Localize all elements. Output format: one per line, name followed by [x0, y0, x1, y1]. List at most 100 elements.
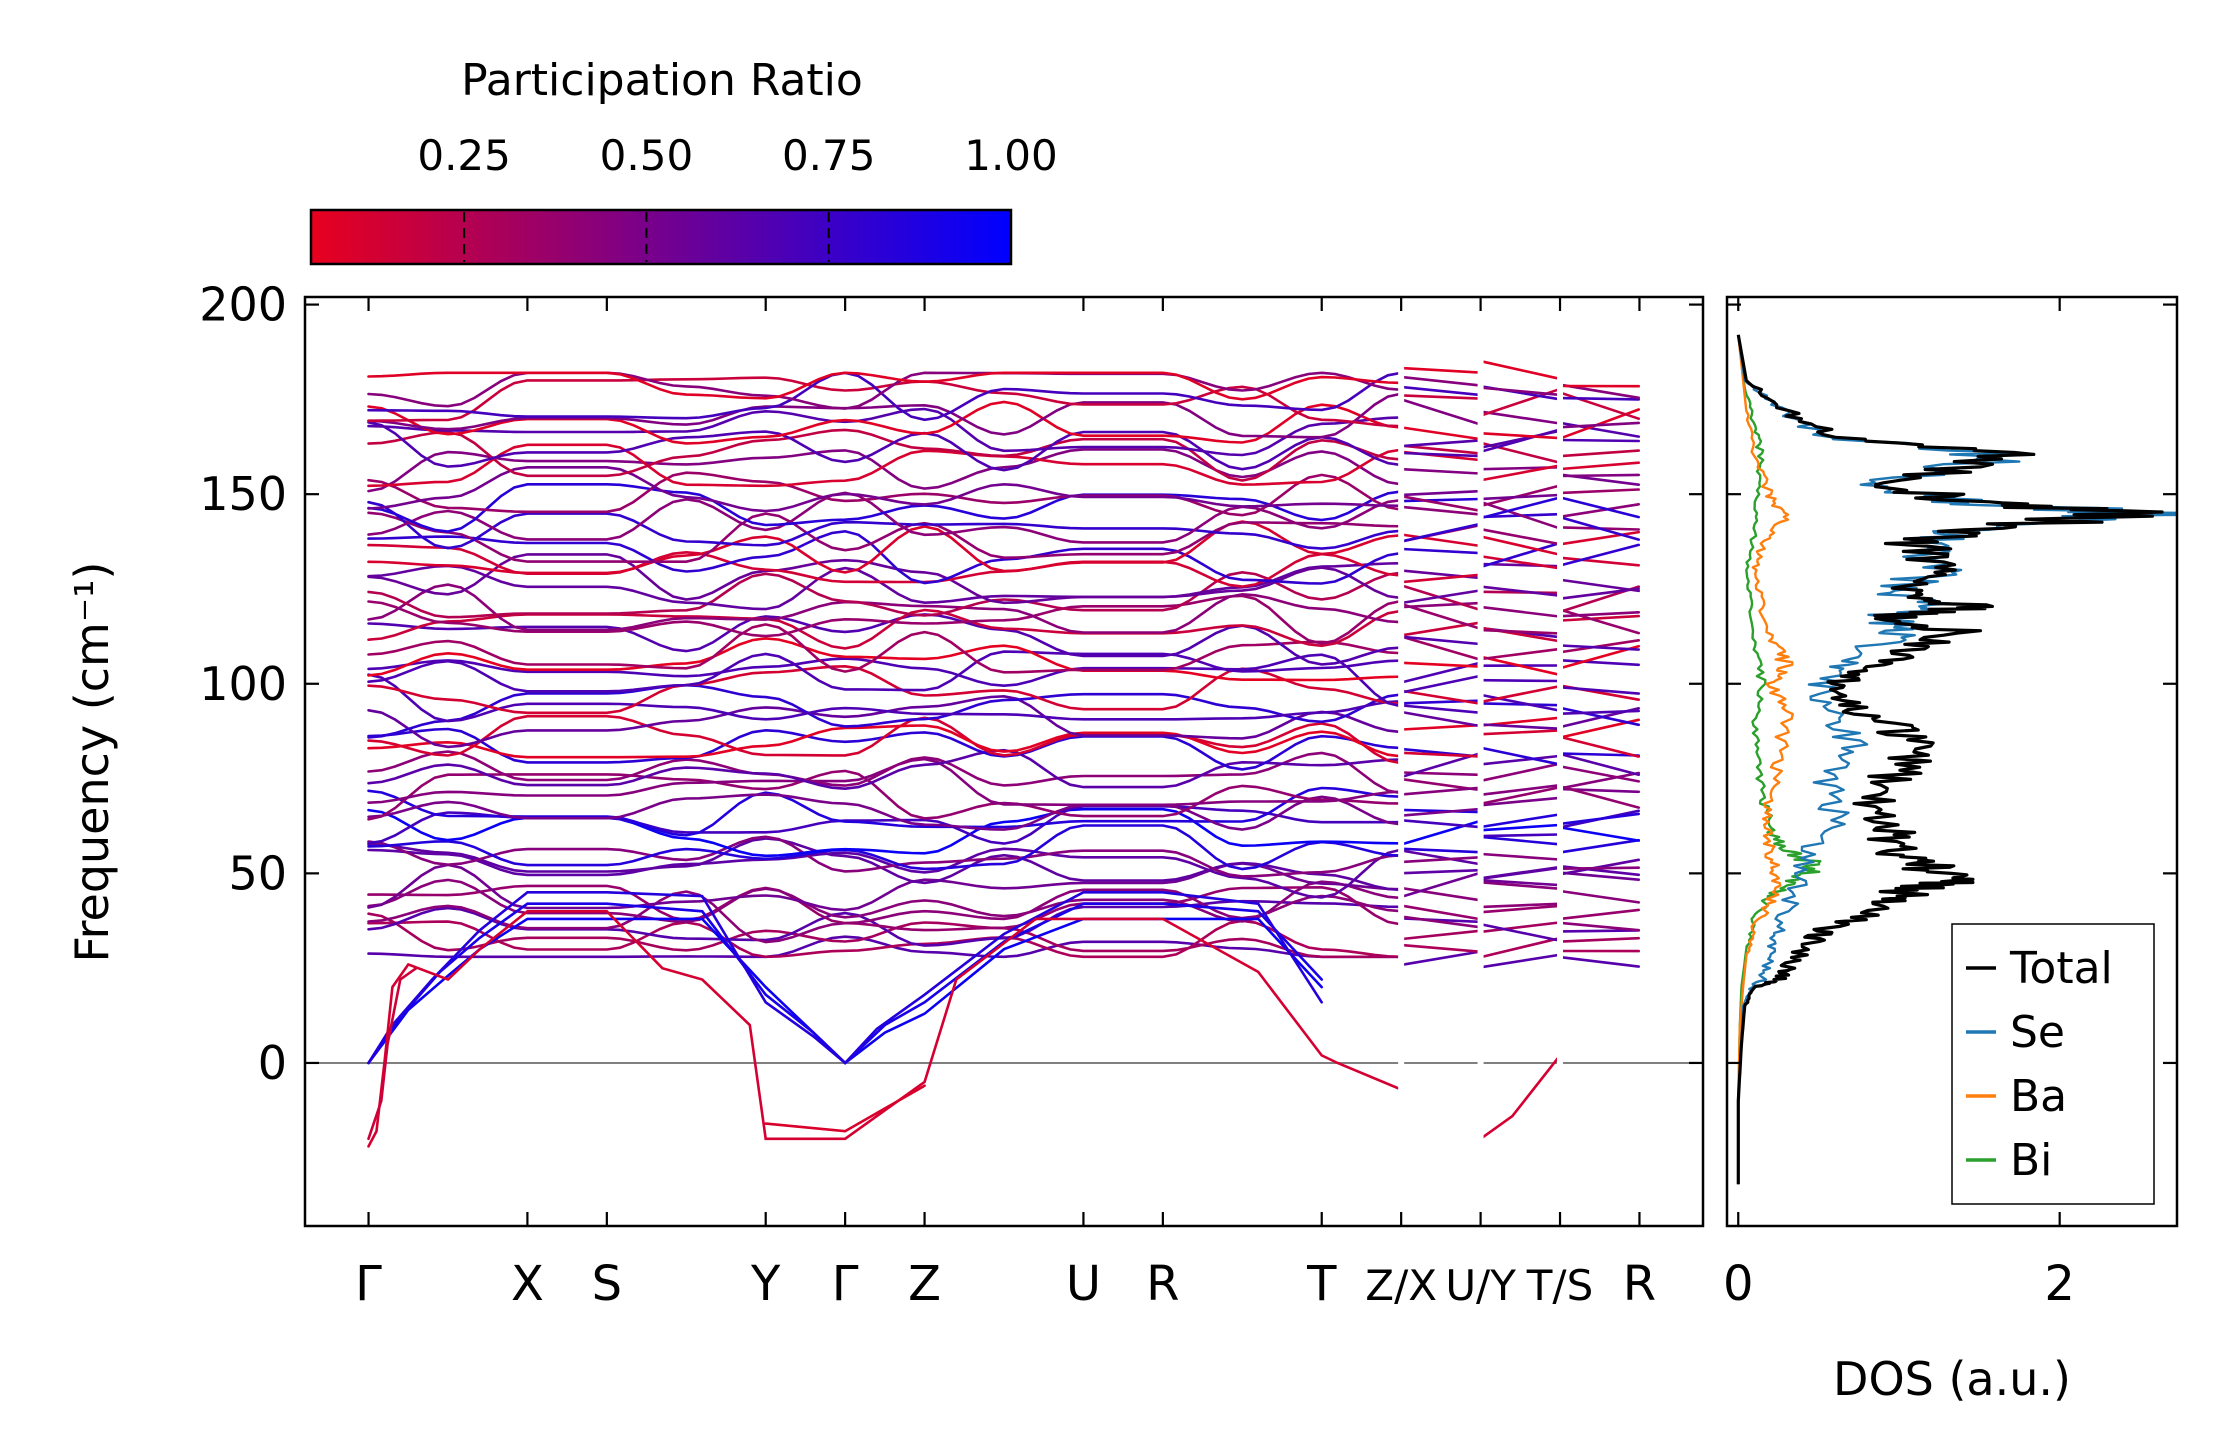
- path-break-gap: [1398, 299, 1405, 1224]
- optical-band: [367, 847, 1403, 899]
- optical-band-segment: [1480, 628, 1561, 635]
- optical-band-segment: [1400, 856, 1482, 864]
- y-tick-label: 100: [199, 657, 287, 711]
- optical-band-segment: [1480, 386, 1561, 397]
- optical-band-segment: [1559, 530, 1640, 546]
- optical-band-segment: [1559, 578, 1640, 593]
- optical-band-segment: [1480, 647, 1561, 661]
- y-tick-label: 0: [258, 1036, 287, 1090]
- optical-band: [367, 714, 1403, 765]
- optical-band: [367, 748, 1403, 791]
- optical-band-segment: [1400, 589, 1482, 605]
- y-tick-label: 200: [199, 278, 287, 332]
- colorbar-tick-label: 0.75: [782, 131, 876, 180]
- optical-band-segment: [1559, 686, 1640, 695]
- optical-band-segment: [1480, 881, 1561, 890]
- optical-band-segment: [1559, 955, 1640, 968]
- optical-band: [367, 757, 1403, 807]
- imaginary-branch: [1479, 1054, 1562, 1141]
- optical-band-segment: [1480, 762, 1561, 782]
- optical-band-segment: [1400, 533, 1482, 548]
- optical-band-segment: [1400, 635, 1482, 646]
- optical-band-segment: [1480, 904, 1561, 914]
- optical-band-segment: [1559, 866, 1640, 870]
- optical-band-segment: [1400, 868, 1482, 875]
- optical-band-segment: [1400, 451, 1482, 458]
- optical-band-segment: [1559, 709, 1640, 715]
- optical-band-segment: [1480, 953, 1561, 969]
- optical-band-segment: [1480, 496, 1561, 520]
- optical-band-segment: [1559, 639, 1640, 654]
- optical-band-segment: [1480, 555, 1561, 570]
- k-point-label: Z: [908, 1256, 941, 1312]
- optical-band-segment: [1480, 432, 1561, 440]
- optical-band-segment: [1400, 689, 1482, 705]
- optical-band-segment: [1480, 464, 1561, 482]
- optical-band-segment: [1559, 826, 1640, 842]
- path-break-gap: [1477, 299, 1484, 1224]
- optical-band-segment: [1400, 505, 1482, 516]
- optical-band-segment: [1400, 871, 1482, 898]
- optical-band: [367, 471, 1403, 517]
- k-point-label: U/Y: [1445, 1261, 1516, 1310]
- optical-band-segment: [1559, 611, 1640, 618]
- optical-band-segment: [1480, 429, 1561, 449]
- k-point-label: X: [511, 1256, 544, 1312]
- dos-x-tick-label: 0: [1723, 1256, 1754, 1312]
- optical-band-segment: [1559, 765, 1640, 783]
- optical-band-segment: [1559, 556, 1640, 567]
- optical-band-segment: [1400, 385, 1482, 397]
- optical-band-segment: [1400, 489, 1482, 497]
- optical-band-segment: [1480, 585, 1561, 597]
- y-tick-label: 150: [199, 467, 287, 521]
- optical-band-segment: [1480, 678, 1561, 683]
- optical-band: [367, 912, 1403, 959]
- optical-band-segment: [1400, 426, 1482, 441]
- optical-band-segment: [1480, 921, 1561, 934]
- optical-band-segment: [1559, 438, 1640, 443]
- optical-band-segment: [1559, 543, 1640, 567]
- optical-band-segment: [1480, 823, 1561, 832]
- optical-band-segment: [1400, 849, 1482, 866]
- optical-band-segment: [1480, 528, 1561, 546]
- optical-band-segment: [1400, 710, 1482, 728]
- optical-band: [367, 769, 1403, 821]
- optical-band-segment: [1480, 535, 1561, 556]
- optical-band-segment: [1559, 488, 1640, 495]
- optical-band: [367, 824, 1403, 871]
- optical-band-segment: [1559, 735, 1640, 758]
- optical-band: [367, 837, 1403, 892]
- optical-band-segment: [1480, 813, 1561, 829]
- optical-band-segment: [1559, 496, 1640, 519]
- optical-band-segment: [1400, 439, 1482, 448]
- k-point-label: U: [1066, 1256, 1101, 1312]
- optical-band-segment: [1400, 819, 1482, 829]
- optical-band: [367, 724, 1403, 759]
- k-point-label: Γ: [832, 1256, 859, 1312]
- optical-band: [367, 613, 1403, 666]
- imaginary-branch: [764, 1084, 926, 1133]
- optical-band: [367, 553, 1403, 605]
- optical-band-segment: [1480, 902, 1561, 909]
- optical-band-segment: [1400, 375, 1482, 387]
- optical-band-segment: [1480, 605, 1561, 618]
- k-point-label: Γ: [355, 1256, 382, 1312]
- optical-band-segment: [1400, 704, 1482, 714]
- optical-band: [367, 583, 1403, 634]
- imaginary-branch: [367, 966, 418, 1141]
- optical-band-segment: [1480, 746, 1561, 766]
- optical-band-segment: [1480, 754, 1561, 766]
- legend-label: Ba: [2010, 1071, 2067, 1122]
- path-break-gap: [1557, 299, 1564, 1224]
- optical-band-segment: [1480, 723, 1561, 730]
- optical-band-segment: [1480, 937, 1561, 959]
- optical-band-segment: [1400, 807, 1482, 817]
- optical-band-segment: [1400, 398, 1482, 426]
- optical-band-segment: [1559, 608, 1640, 635]
- optical-band: [367, 407, 1403, 457]
- optical-band-segment: [1559, 929, 1640, 933]
- optical-band: [367, 443, 1403, 488]
- optical-band-segment: [1400, 786, 1482, 796]
- k-point-label: Z/X: [1365, 1261, 1437, 1310]
- dos-series-total: [1736, 334, 2164, 1185]
